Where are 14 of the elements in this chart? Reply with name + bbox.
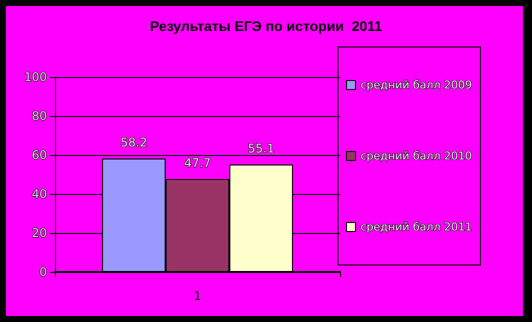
y-tick-label: 40 (32, 187, 47, 201)
legend-label: средний балл 2009 (360, 78, 472, 92)
data-label: 58.2 (120, 136, 148, 150)
y-tick-label: 80 (32, 109, 47, 123)
y-tick-label: 0 (39, 265, 47, 279)
legend-label: средний балл 2010 (360, 150, 472, 162)
x-tick-label: 1 (194, 289, 202, 303)
y-tick-label: 60 (32, 148, 47, 162)
y-tick-label: 100 (24, 70, 47, 84)
y-tick-label: 20 (32, 226, 47, 240)
data-label: 47.7 (184, 156, 211, 170)
chart-title: Результаты ЕГЭ по истории 2011 (150, 18, 382, 34)
data-label: 55.1 (248, 142, 275, 156)
legend-label: средний балл 2011 (360, 220, 472, 234)
